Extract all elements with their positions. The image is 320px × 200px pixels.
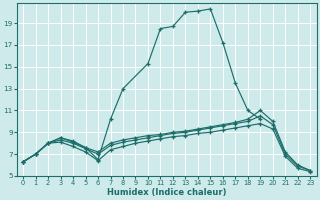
X-axis label: Humidex (Indice chaleur): Humidex (Indice chaleur) bbox=[107, 188, 227, 197]
